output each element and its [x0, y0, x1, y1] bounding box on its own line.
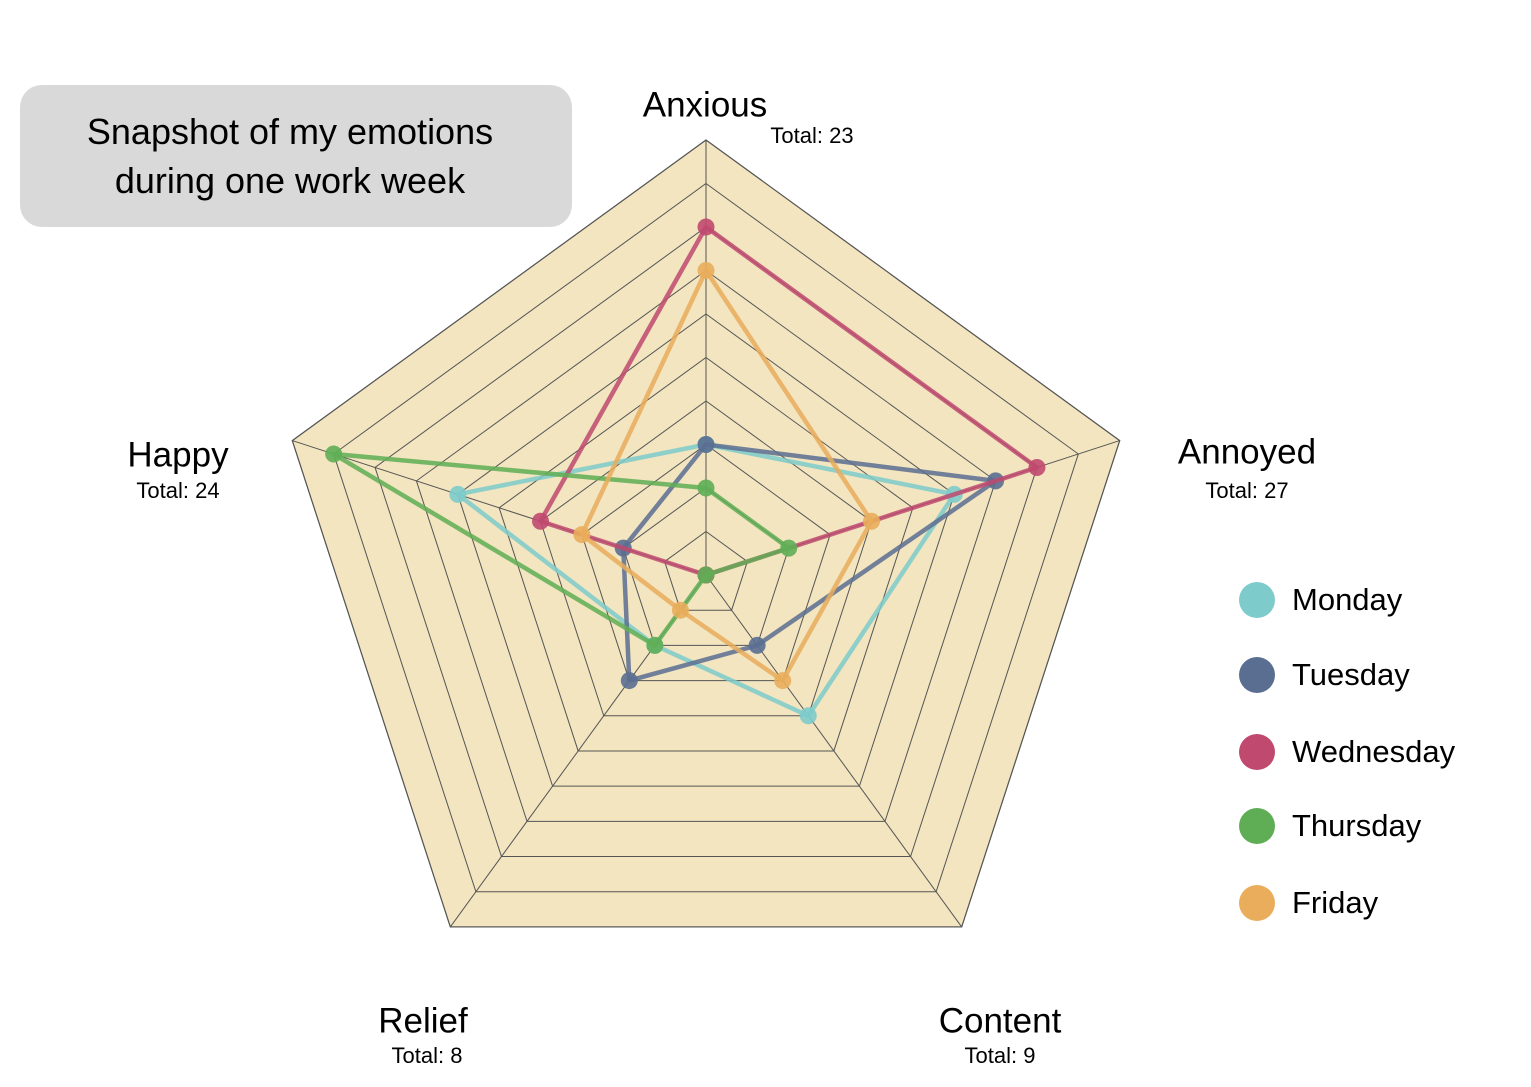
data-point: [325, 445, 343, 463]
legend-label: Monday: [1292, 582, 1403, 617]
axis-total: Total: 8: [392, 1043, 463, 1068]
data-point: [774, 672, 792, 690]
legend-swatch: [1239, 657, 1275, 693]
grid-ring: [333, 182, 1079, 893]
grid-ring: [498, 356, 914, 752]
data-point: [697, 566, 715, 584]
grid-ring: [581, 443, 831, 682]
legend-label: Tuesday: [1292, 657, 1410, 692]
chart-title-text: Snapshot of my emotions during one work w…: [87, 111, 493, 201]
series-line: [455, 442, 957, 719]
axis-label: Happy: [127, 435, 229, 474]
title-box: [20, 85, 572, 227]
legend-swatch: [1239, 582, 1275, 618]
axis-total: Total: 23: [770, 123, 853, 148]
axis-label: Annoyed: [1178, 432, 1316, 471]
series-line: [579, 268, 874, 683]
grid-ring: [457, 313, 955, 787]
axis-label: Anxious: [643, 85, 768, 124]
data-point: [780, 539, 798, 557]
data-point: [748, 636, 766, 654]
axis-label: Content: [939, 1001, 1062, 1040]
data-point: [697, 262, 715, 279]
legend-swatch: [1239, 885, 1275, 921]
spoke: [705, 574, 963, 928]
axis-total: Total: 24: [136, 478, 219, 503]
data-point: [573, 526, 591, 544]
data-point: [620, 672, 638, 690]
legend-label: Friday: [1292, 885, 1379, 920]
data-point: [862, 512, 880, 530]
series-line: [621, 442, 998, 683]
chart-title: Snapshot of my emotions during one work w…: [87, 111, 493, 201]
legend-label: Wednesday: [1292, 734, 1456, 769]
legend-label: Thursday: [1292, 808, 1422, 843]
data-point: [697, 218, 715, 236]
data-point: [671, 601, 689, 619]
data-point: [1028, 458, 1046, 476]
axis-total: Total: 27: [1205, 478, 1288, 503]
grid-ring: [664, 530, 748, 611]
data-point: [532, 512, 550, 530]
legend-swatch: [1239, 734, 1275, 770]
grid-ring: [415, 269, 997, 822]
axis-total: Total: 9: [965, 1043, 1036, 1068]
data-point: [697, 436, 715, 453]
grid-ring: [539, 400, 873, 717]
legend-swatch: [1239, 808, 1275, 844]
data-point: [646, 636, 664, 654]
data-point: [449, 485, 467, 503]
data-point: [697, 479, 715, 497]
grid-ring: [291, 139, 1121, 928]
axis-label: Relief: [378, 1001, 468, 1040]
data-point: [799, 707, 817, 725]
